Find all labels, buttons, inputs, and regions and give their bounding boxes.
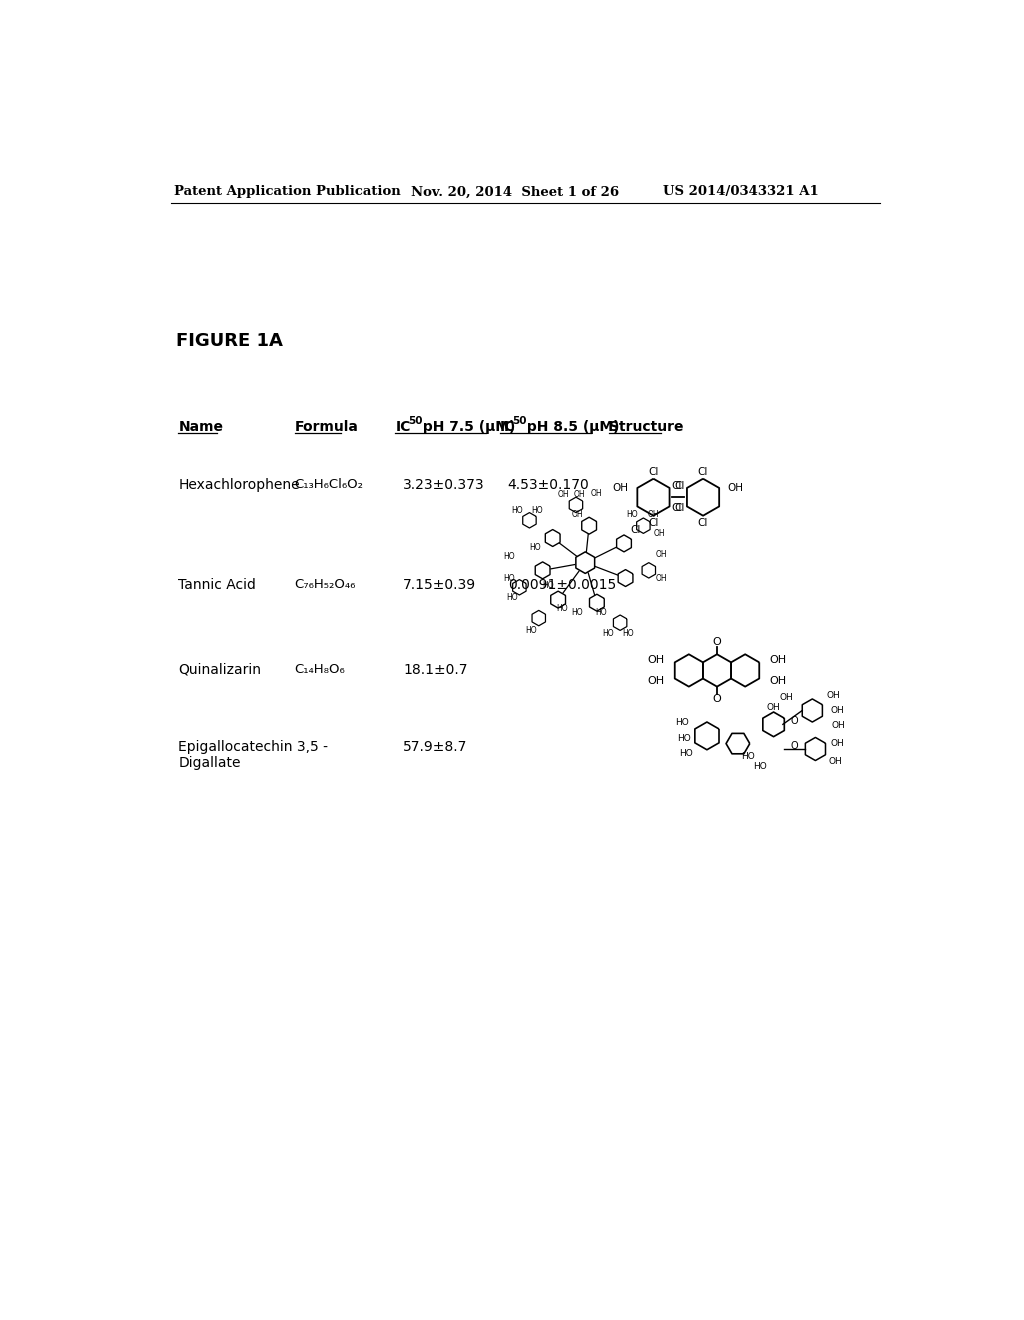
Text: O: O xyxy=(713,638,721,647)
Text: OH: OH xyxy=(769,676,786,686)
Text: Name: Name xyxy=(178,420,223,434)
Text: Epigallocatechin 3,5 -
Digallate: Epigallocatechin 3,5 - Digallate xyxy=(178,739,329,770)
Text: HO: HO xyxy=(525,626,537,635)
Text: OH: OH xyxy=(647,511,659,519)
Text: HO: HO xyxy=(595,609,606,618)
Text: 18.1±0.7: 18.1±0.7 xyxy=(403,663,468,677)
Text: OH: OH xyxy=(571,511,584,519)
Text: HO: HO xyxy=(504,552,515,561)
Text: C₁₄H₈O₆: C₁₄H₈O₆ xyxy=(295,663,345,676)
Text: Tannic Acid: Tannic Acid xyxy=(178,578,256,593)
Text: pH 7.5 (μM): pH 7.5 (μM) xyxy=(418,420,515,434)
Text: Cl: Cl xyxy=(631,524,641,535)
Text: OH: OH xyxy=(591,488,603,498)
Text: HO: HO xyxy=(556,605,568,614)
Text: Quinalizarin: Quinalizarin xyxy=(178,663,261,677)
Text: OH: OH xyxy=(654,529,666,537)
Text: US 2014/0343321 A1: US 2014/0343321 A1 xyxy=(663,185,818,198)
Text: OH: OH xyxy=(655,550,667,560)
Text: OH: OH xyxy=(648,655,665,665)
Text: Cl: Cl xyxy=(648,467,658,477)
Text: 4.53±0.170: 4.53±0.170 xyxy=(508,478,590,492)
Text: HO: HO xyxy=(511,506,523,515)
Text: HO: HO xyxy=(679,750,693,758)
Text: C₇₆H₅₂O₄₆: C₇₆H₅₂O₄₆ xyxy=(295,578,356,591)
Text: HO: HO xyxy=(504,574,515,582)
Text: OH: OH xyxy=(558,491,569,499)
Text: Cl: Cl xyxy=(648,517,658,528)
Text: OH: OH xyxy=(648,676,665,686)
Text: 50: 50 xyxy=(512,416,527,426)
Text: OH: OH xyxy=(830,706,844,715)
Text: 7.15±0.39: 7.15±0.39 xyxy=(403,578,476,593)
Text: OH: OH xyxy=(780,693,794,702)
Text: OH: OH xyxy=(728,483,743,492)
Text: OH: OH xyxy=(831,722,846,730)
Text: Cl: Cl xyxy=(674,482,685,491)
Text: Nov. 20, 2014  Sheet 1 of 26: Nov. 20, 2014 Sheet 1 of 26 xyxy=(411,185,618,198)
Text: Patent Application Publication: Patent Application Publication xyxy=(174,185,401,198)
Text: IC: IC xyxy=(395,420,411,434)
Text: OH: OH xyxy=(826,690,840,700)
Text: OH: OH xyxy=(828,756,843,766)
Text: HO: HO xyxy=(677,734,690,743)
Text: HO: HO xyxy=(622,630,634,638)
Text: IC: IC xyxy=(500,420,515,434)
Text: O: O xyxy=(791,715,799,726)
Text: Cl: Cl xyxy=(674,503,685,513)
Text: OH: OH xyxy=(655,574,667,582)
Text: OH: OH xyxy=(573,491,585,499)
Text: HO: HO xyxy=(531,506,543,515)
Text: OH: OH xyxy=(769,655,786,665)
Text: Hexachlorophene: Hexachlorophene xyxy=(178,478,300,492)
Text: OH: OH xyxy=(612,483,629,492)
Text: pH 8.5 (μM): pH 8.5 (μM) xyxy=(522,420,620,434)
Text: Cl: Cl xyxy=(698,517,709,528)
Text: HO: HO xyxy=(626,511,638,519)
Text: OH: OH xyxy=(767,704,780,711)
Text: HO: HO xyxy=(675,718,689,727)
Text: Formula: Formula xyxy=(295,420,358,434)
Text: Cl: Cl xyxy=(672,482,682,491)
Text: HO: HO xyxy=(753,762,767,771)
Text: FIGURE 1A: FIGURE 1A xyxy=(176,331,283,350)
Text: HO: HO xyxy=(543,581,554,590)
Text: O: O xyxy=(791,741,799,751)
Text: C₁₃H₆Cl₆O₂: C₁₃H₆Cl₆O₂ xyxy=(295,478,364,491)
Text: 0.0091±0.0015: 0.0091±0.0015 xyxy=(508,578,616,593)
Text: HO: HO xyxy=(741,752,755,762)
Text: 50: 50 xyxy=(408,416,422,426)
Text: OH: OH xyxy=(830,739,844,748)
Text: 57.9±8.7: 57.9±8.7 xyxy=(403,739,468,754)
Text: Structure: Structure xyxy=(608,420,683,434)
Text: Cl: Cl xyxy=(698,467,709,477)
Text: O: O xyxy=(713,694,721,704)
Text: HO: HO xyxy=(529,543,541,552)
Text: 3.23±0.373: 3.23±0.373 xyxy=(403,478,484,492)
Text: HO: HO xyxy=(603,630,614,638)
Text: HO: HO xyxy=(571,609,584,618)
Text: HO: HO xyxy=(506,593,517,602)
Text: Cl: Cl xyxy=(672,503,682,513)
